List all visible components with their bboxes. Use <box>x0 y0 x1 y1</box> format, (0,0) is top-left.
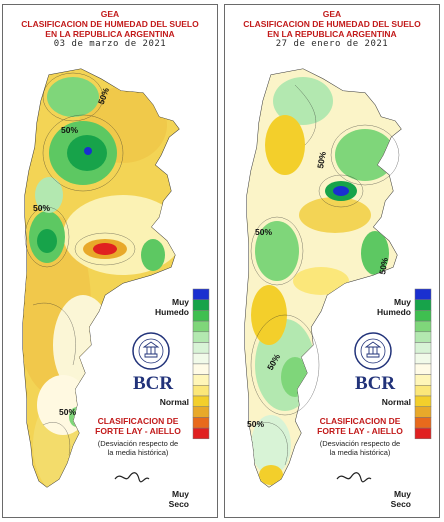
legend-wet-line2: Humedo <box>377 307 411 317</box>
legend-label-wet: Muy Humedo <box>123 297 189 317</box>
map-panel-march: GEA CLASIFICACION DE HUMEDAD DEL SUELO E… <box>2 4 218 518</box>
bcr-seal <box>132 332 170 370</box>
legend-cell <box>192 427 210 440</box>
contour-label: 50% <box>61 125 79 135</box>
org-label: GEA <box>322 9 342 19</box>
legend-label-wet: Muy Humedo <box>345 297 411 317</box>
legend-cell <box>192 395 210 407</box>
signature <box>336 472 372 483</box>
legend-cell <box>192 320 210 333</box>
legend-cell <box>192 363 210 375</box>
method-note2: la media histórica) <box>107 448 169 457</box>
legend-cell <box>414 363 432 375</box>
legend-cell <box>192 352 210 365</box>
legend-cell <box>414 385 432 397</box>
legend-wet-line1: Muy <box>172 297 189 307</box>
legend-label-dry: Muy Seco <box>345 489 411 509</box>
bcr-logo: BCR <box>132 373 174 394</box>
map-date: 03 de marzo de 2021 <box>53 39 167 49</box>
map-header: GEA CLASIFICACION DE HUMEDAD DEL SUELO E… <box>3 9 217 49</box>
legend-scale <box>192 288 210 440</box>
map-title-line2: EN LA REPUBLICA ARGENTINA <box>45 29 175 39</box>
legend-scale <box>414 288 432 440</box>
method-title: CLASIFICACION DE FORTE LAY - AIELLO <box>309 416 411 436</box>
method-note2: la media histórica) <box>329 448 391 457</box>
map-date: 27 de enero de 2021 <box>275 39 389 49</box>
legend-label-normal: Normal <box>381 397 411 407</box>
method-line1: CLASIFICACION DE <box>97 416 179 426</box>
legend-cell <box>192 331 210 343</box>
legend-cell <box>192 288 210 300</box>
legend-cell <box>414 288 432 300</box>
contour-label: 50% <box>247 419 265 429</box>
contour-label: 50% <box>33 203 51 213</box>
map-panel-january: GEA CLASIFICACION DE HUMEDAD DEL SUELO E… <box>224 4 440 518</box>
legend-cell <box>414 406 432 418</box>
legend-cell <box>192 385 210 397</box>
map-title-line1: CLASIFICACION DE HUMEDAD DEL SUELO <box>243 19 421 29</box>
method-title: CLASIFICACION DE FORTE LAY - AIELLO <box>87 416 189 436</box>
method-note1: (Desviación respecto de <box>97 439 179 448</box>
map-header: GEA CLASIFICACION DE HUMEDAD DEL SUELO E… <box>225 9 439 49</box>
legend-label-dry: Muy Seco <box>123 489 189 509</box>
method-note1: (Desviación respecto de <box>319 439 401 448</box>
legend-cell <box>192 417 210 429</box>
method-line1: CLASIFICACION DE <box>319 416 401 426</box>
legend-cell <box>414 427 432 440</box>
legend-cell <box>414 417 432 429</box>
legend-label-normal: Normal <box>159 397 189 407</box>
legend-cell <box>414 331 432 343</box>
legend-cell <box>414 395 432 407</box>
legend-cell <box>414 342 432 354</box>
argentina-moisture-map <box>22 68 210 488</box>
legend-cell <box>414 352 432 365</box>
contour-label: 50% <box>255 227 273 237</box>
legend-cell <box>192 374 210 386</box>
legend-wet-line1: Muy <box>394 297 411 307</box>
legend-cell <box>414 310 432 322</box>
legend-cell <box>414 374 432 386</box>
legend-dry-line2: Seco <box>168 499 189 509</box>
legend-cell <box>192 406 210 418</box>
legend-dry-line2: Seco <box>390 499 411 509</box>
signature <box>114 472 150 483</box>
bcr-logo: BCR <box>354 373 396 394</box>
legend-cell <box>192 310 210 322</box>
method-note: (Desviación respecto de la media históri… <box>309 439 411 457</box>
method-line2: FORTE LAY - AIELLO <box>317 426 403 436</box>
legend-dry-line1: Muy <box>172 489 189 499</box>
legend-dry-line1: Muy <box>394 489 411 499</box>
argentina-moisture-map <box>244 68 432 488</box>
map-title-line1: CLASIFICACION DE HUMEDAD DEL SUELO <box>21 19 199 29</box>
method-note: (Desviación respecto de la media históri… <box>87 439 189 457</box>
org-label: GEA <box>100 9 120 19</box>
legend-cell <box>414 299 432 311</box>
legend-wet-line2: Humedo <box>155 307 189 317</box>
bcr-seal <box>354 332 392 370</box>
legend-cell <box>414 320 432 333</box>
contour-label: 50% <box>59 407 77 417</box>
method-line2: FORTE LAY - AIELLO <box>95 426 181 436</box>
legend-cell <box>192 299 210 311</box>
legend-cell <box>192 342 210 354</box>
map-title-line2: EN LA REPUBLICA ARGENTINA <box>267 29 397 39</box>
